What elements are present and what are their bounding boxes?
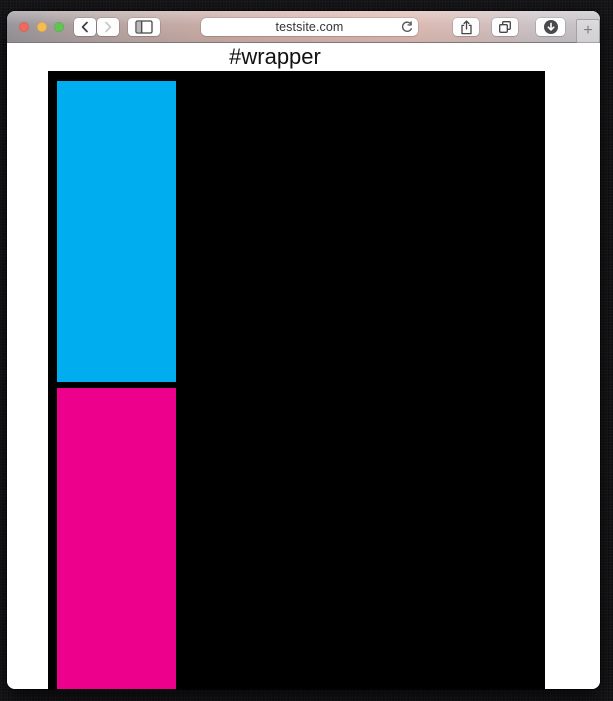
plus-icon: + <box>583 22 593 39</box>
safari-window: testsite.com <box>7 11 600 689</box>
page-title: #wrapper <box>229 44 321 69</box>
chevron-right-icon <box>103 21 113 33</box>
back-button[interactable] <box>74 18 96 36</box>
download-icon <box>543 19 559 35</box>
chevron-left-icon <box>80 21 90 33</box>
tab-overview-button[interactable] <box>492 18 518 36</box>
close-window-button[interactable] <box>19 21 29 32</box>
sidebar-toggle-button[interactable] <box>128 18 160 36</box>
web-page: #wrapper <box>7 43 600 689</box>
reload-icon[interactable] <box>400 20 414 34</box>
wrapper-block <box>48 71 545 689</box>
new-tab-button[interactable]: + <box>576 19 600 43</box>
forward-button[interactable] <box>97 18 119 36</box>
browser-toolbar: testsite.com <box>7 11 600 43</box>
address-url-text[interactable]: testsite.com <box>275 20 344 34</box>
share-icon <box>460 19 473 35</box>
address-bar[interactable]: testsite.com <box>201 18 418 36</box>
tabs-icon <box>498 20 512 34</box>
minimize-window-button[interactable] <box>36 21 47 32</box>
zoom-window-button[interactable] <box>54 21 64 32</box>
magenta-box <box>57 388 176 689</box>
downloads-button[interactable] <box>536 18 565 36</box>
sidebar-icon <box>135 20 153 34</box>
share-button[interactable] <box>453 18 479 36</box>
cyan-box <box>57 81 176 382</box>
